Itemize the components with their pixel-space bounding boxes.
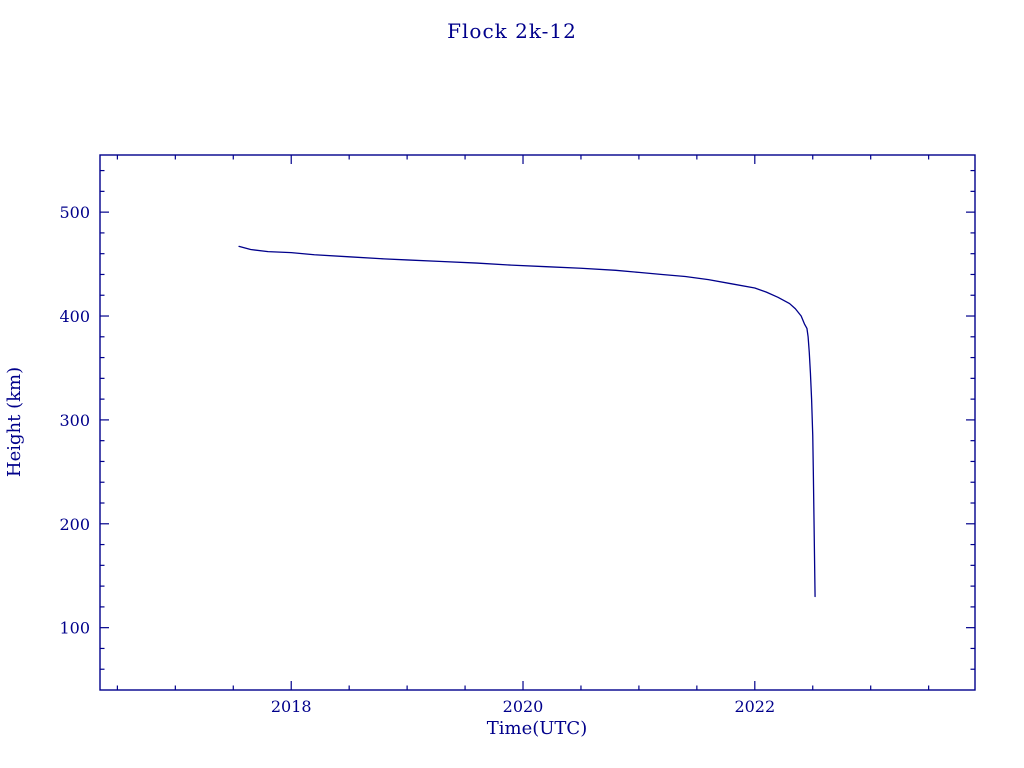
x-tick-label: 2020 [503,697,544,716]
x-tick-label: 2022 [734,697,775,716]
plot-tick-labels: 2018 2020 2022 100 200 300 400 500 [59,203,775,716]
y-tick-label: 500 [59,203,90,222]
y-tick-label: 200 [59,515,90,534]
decay-curve [238,245,816,598]
x-axis-label: Time(UTC) [487,718,587,739]
plot-ticks [100,155,975,690]
plot-frame [99,154,976,691]
axes-box [99,154,976,691]
plot-series [238,245,816,598]
chart-title: Flock 2k-12 [447,19,577,43]
y-axis-label: Height (km) [4,367,25,477]
y-tick-label: 100 [59,619,90,638]
x-tick-label: 2018 [271,697,312,716]
y-tick-label: 300 [59,411,90,430]
y-tick-label: 400 [59,307,90,326]
